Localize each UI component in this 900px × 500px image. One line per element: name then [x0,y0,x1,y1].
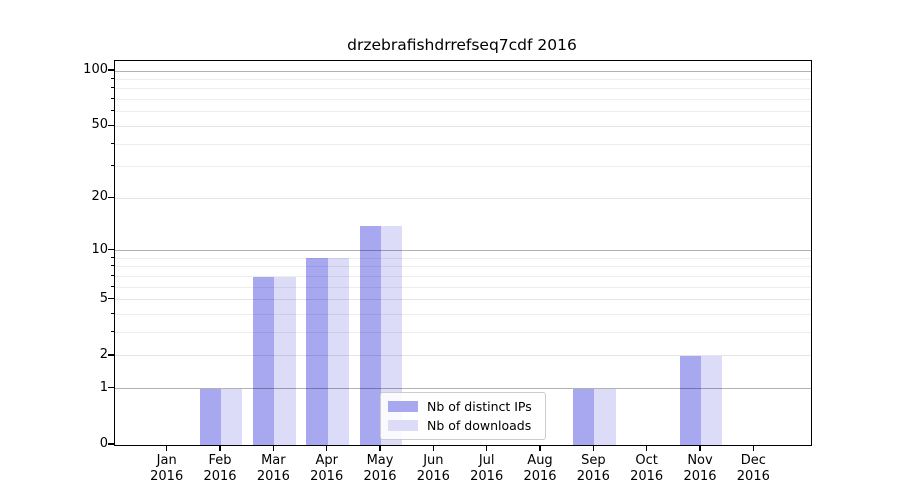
bar-nb-of-distinct-ips-sep [573,388,595,445]
bar-nb-of-downloads-mar [274,276,296,445]
y-tick-minor-7 [111,274,114,276]
bar-nb-of-distinct-ips-feb [199,388,222,445]
y-label-5: 5 [99,290,108,306]
x-label-jul: Jul 2016 [470,453,504,484]
bar-nb-of-downloads-feb [221,388,243,445]
legend-row-distinct-ips: Nb of distinct IPs [388,398,536,414]
x-label-mar: Mar 2016 [256,453,290,484]
y-tick-minor-60 [111,110,114,112]
gridline-minor-8 [115,266,811,268]
bar-nb-of-distinct-ips-apr [306,258,328,445]
x-tick-sep [592,445,594,452]
y-tick-0 [108,443,114,445]
gridline-minor-7 [115,275,811,277]
x-tick-may [379,445,381,452]
gridline-minor-30 [115,166,811,168]
legend-swatch-downloads [388,419,418,431]
legend-label-downloads: Nb of downloads [427,417,532,433]
x-label-sep: Sep 2016 [576,453,610,484]
y-tick-minor-90 [111,77,114,79]
x-tick-nov [699,445,701,452]
bar-nb-of-downloads-sep [594,388,616,445]
gridline-minor-9 [115,257,811,259]
bar-nb-of-distinct-ips-may [359,225,382,445]
y-tick-minor-3 [111,331,114,333]
x-label-jun: Jun 2016 [416,453,450,484]
legend-swatch-distinct-ips [388,400,418,412]
gridline-minor-90 [115,78,811,80]
gridline-minor-40 [115,143,811,145]
y-label-50: 50 [91,117,108,133]
x-tick-jul [486,445,488,452]
gridline-50 [115,125,811,127]
x-tick-aug [539,445,541,452]
y-tick-5 [108,298,114,300]
y-label-0: 0 [99,436,108,451]
gridline-minor-80 [115,88,811,90]
gridline-10 [115,250,811,252]
x-tick-oct [646,445,648,452]
legend-label-distinct-ips: Nb of distinct IPs [427,398,532,414]
y-tick-minor-40 [111,142,114,144]
y-tick-minor-9 [111,256,114,258]
y-tick-100 [108,69,114,71]
y-tick-2 [108,354,114,356]
x-label-aug: Aug 2016 [523,453,557,484]
gridline-20 [115,197,811,199]
x-tick-jan [166,445,168,452]
gridline-minor-4 [115,314,811,316]
y-tick-50 [108,124,114,126]
bar-nb-of-downloads-nov [701,355,723,445]
x-label-oct: Oct 2016 [630,453,664,484]
bar-nb-of-distinct-ips-nov [679,355,701,445]
gridline-minor-3 [115,332,811,334]
bar-nb-of-downloads-apr [327,258,349,445]
y-label-1: 1 [99,379,108,395]
x-tick-apr [326,445,328,452]
y-tick-10 [108,249,114,251]
gridline-minor-60 [115,111,811,113]
gridline-5 [115,299,811,301]
gridline-100 [115,70,811,72]
bar-nb-of-distinct-ips-mar [253,276,275,445]
y-tick-minor-70 [111,98,114,100]
x-label-apr: Apr 2016 [310,453,344,484]
gridline-minor-70 [115,99,811,101]
y-tick-1 [108,387,114,389]
y-tick-minor-8 [111,265,114,267]
x-label-feb: Feb 2016 [203,453,237,484]
y-tick-20 [108,196,114,198]
bar-nb-of-downloads-may [381,225,403,445]
y-tick-minor-6 [111,285,114,287]
x-tick-mar [272,445,274,452]
x-tick-feb [219,445,221,452]
x-tick-dec [752,445,754,452]
x-label-dec: Dec 2016 [736,453,770,484]
gridline-minor-6 [115,286,811,288]
y-label-2: 2 [99,346,108,362]
x-tick-jun [432,445,434,452]
plot-area [114,60,812,446]
y-label-100: 100 [83,62,108,77]
x-label-nov: Nov 2016 [683,453,717,484]
chart-title: drzebrafishdrrefseq7cdf 2016 [347,36,577,54]
y-tick-minor-80 [111,87,114,89]
y-label-10: 10 [91,241,108,257]
x-label-jan: Jan 2016 [150,453,184,484]
x-label-may: May 2016 [363,453,397,484]
y-tick-minor-30 [111,165,114,167]
y-label-20: 20 [91,189,108,205]
legend-row-downloads: Nb of downloads [388,417,536,433]
y-tick-minor-4 [111,313,114,315]
legend: Nb of distinct IPs Nb of downloads [380,392,546,440]
